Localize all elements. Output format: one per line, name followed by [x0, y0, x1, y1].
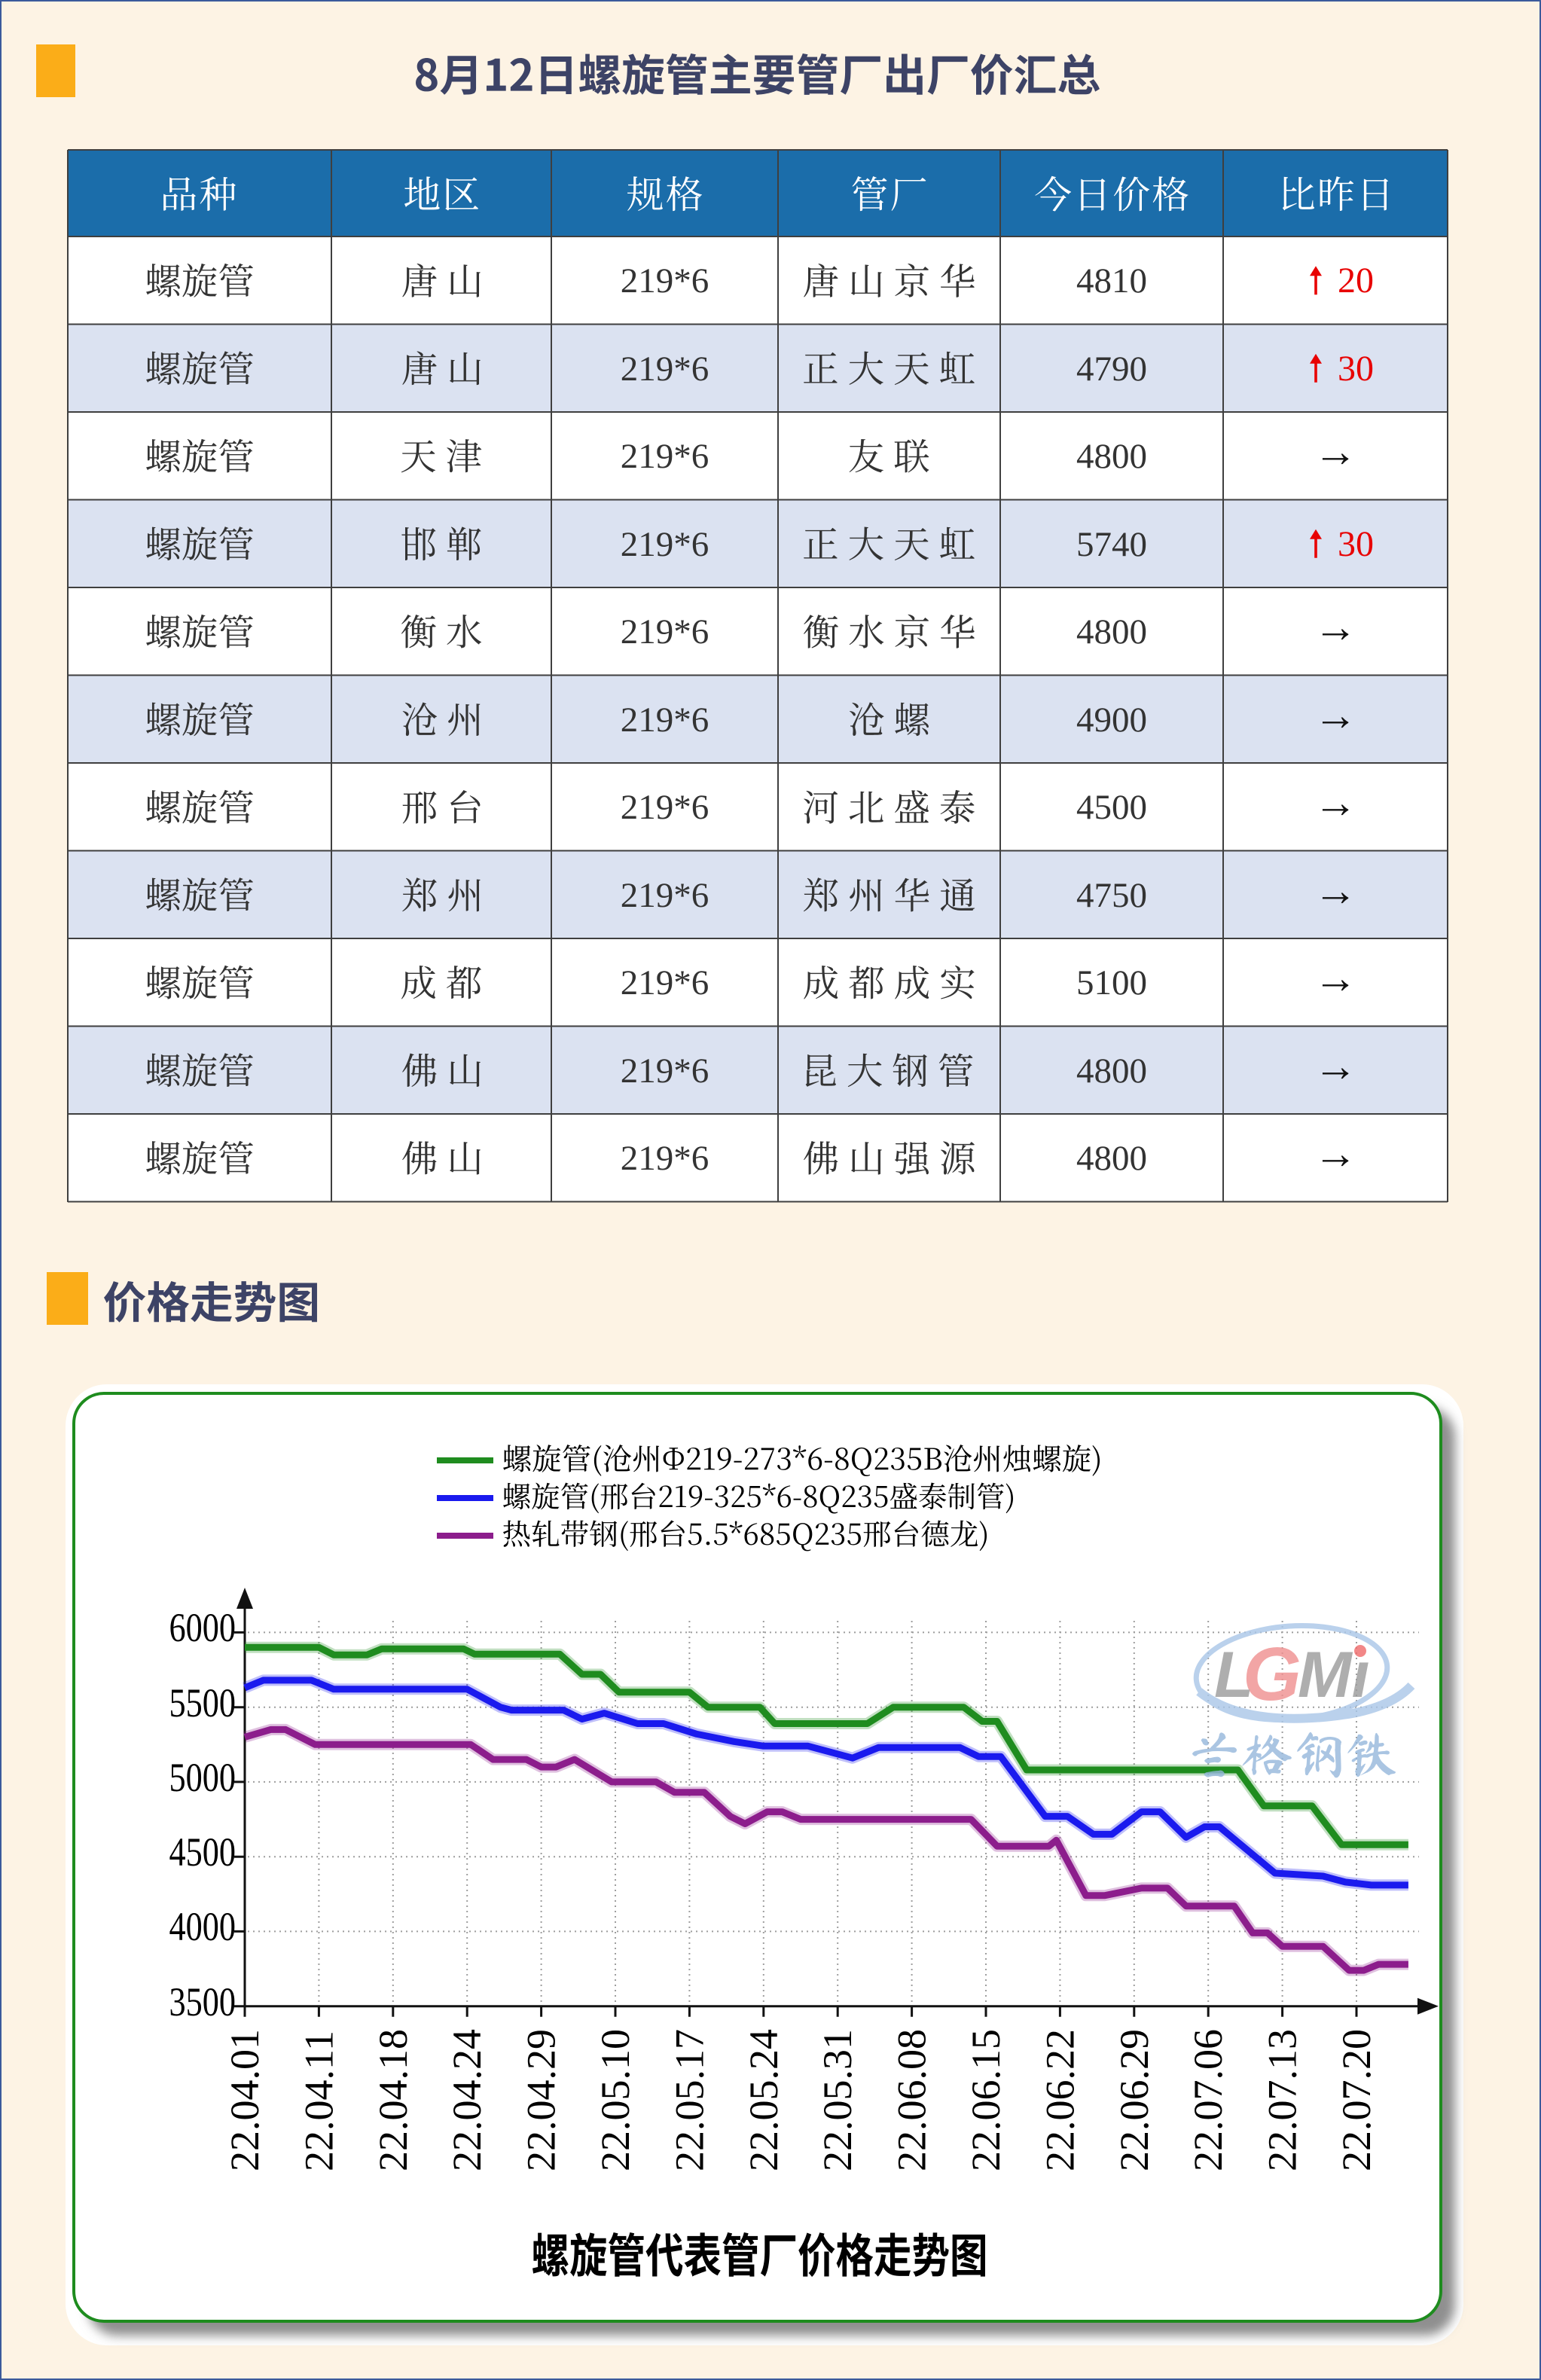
svg-text:30: 30: [1338, 524, 1374, 564]
svg-text:219*6: 219*6: [621, 876, 709, 915]
svg-text:4800: 4800: [1076, 1051, 1147, 1091]
svg-text:4900: 4900: [1076, 700, 1147, 740]
svg-text:219*6: 219*6: [621, 788, 709, 827]
svg-text:219*6: 219*6: [621, 437, 709, 476]
svg-text:22.04.11: 22.04.11: [296, 2031, 341, 2171]
svg-text:4750: 4750: [1076, 876, 1147, 915]
svg-text:5100: 5100: [1076, 963, 1147, 1002]
svg-text:→: →: [1314, 603, 1357, 651]
svg-text:4000: 4000: [169, 1904, 236, 1949]
svg-text:→: →: [1314, 954, 1357, 1002]
svg-text:22.06.08: 22.06.08: [890, 2029, 935, 2171]
svg-text:4800: 4800: [1076, 1139, 1147, 1178]
svg-text:22.07.13: 22.07.13: [1260, 2029, 1305, 2171]
svg-text:22.05.17: 22.05.17: [667, 2029, 712, 2171]
svg-text:22.04.24: 22.04.24: [444, 2029, 490, 2171]
svg-text:22.06.22: 22.06.22: [1037, 2029, 1082, 2171]
svg-text:20: 20: [1338, 261, 1374, 301]
svg-text:4800: 4800: [1076, 612, 1147, 651]
svg-text:→: →: [1314, 866, 1357, 915]
svg-text:219*6: 219*6: [621, 700, 709, 740]
svg-text:G: G: [1243, 1632, 1301, 1716]
svg-text:219*6: 219*6: [621, 1139, 709, 1178]
svg-text:5000: 5000: [169, 1755, 236, 1800]
svg-text:22.07.20: 22.07.20: [1334, 2029, 1379, 2171]
svg-text:219*6: 219*6: [621, 612, 709, 651]
svg-text:22.06.29: 22.06.29: [1112, 2029, 1157, 2171]
svg-text:4500: 4500: [169, 1829, 236, 1875]
svg-text:→: →: [1314, 778, 1357, 827]
svg-text:22.06.15: 22.06.15: [963, 2029, 1009, 2171]
svg-text:22.04.01: 22.04.01: [222, 2029, 267, 2171]
svg-text:22.07.06: 22.07.06: [1186, 2029, 1231, 2171]
svg-text:30: 30: [1338, 349, 1374, 389]
svg-text:5500: 5500: [169, 1680, 236, 1726]
svg-text:219*6: 219*6: [621, 963, 709, 1002]
svg-text:→: →: [1314, 691, 1357, 740]
svg-text:4800: 4800: [1076, 437, 1147, 476]
svg-text:219*6: 219*6: [621, 261, 709, 301]
svg-text:→: →: [1314, 1042, 1357, 1091]
svg-text:22.04.18: 22.04.18: [371, 2029, 416, 2171]
svg-text:219*6: 219*6: [621, 349, 709, 389]
svg-text:4810: 4810: [1076, 261, 1147, 301]
svg-text:5740: 5740: [1076, 525, 1147, 564]
svg-text:3500: 3500: [169, 1979, 236, 2025]
svg-text:22.05.24: 22.05.24: [741, 2029, 786, 2171]
svg-text:6000: 6000: [169, 1605, 236, 1650]
svg-text:219*6: 219*6: [621, 1051, 709, 1091]
svg-text:22.04.29: 22.04.29: [519, 2029, 564, 2171]
svg-text:4500: 4500: [1076, 788, 1147, 827]
svg-text:22.05.10: 22.05.10: [593, 2029, 638, 2171]
svg-text:219*6: 219*6: [621, 525, 709, 564]
svg-text:22.05.31: 22.05.31: [815, 2029, 860, 2171]
svg-text:4790: 4790: [1076, 349, 1147, 389]
svg-text:→: →: [1314, 1129, 1357, 1178]
svg-text:L: L: [1214, 1639, 1254, 1711]
svg-text:→: →: [1314, 427, 1357, 476]
